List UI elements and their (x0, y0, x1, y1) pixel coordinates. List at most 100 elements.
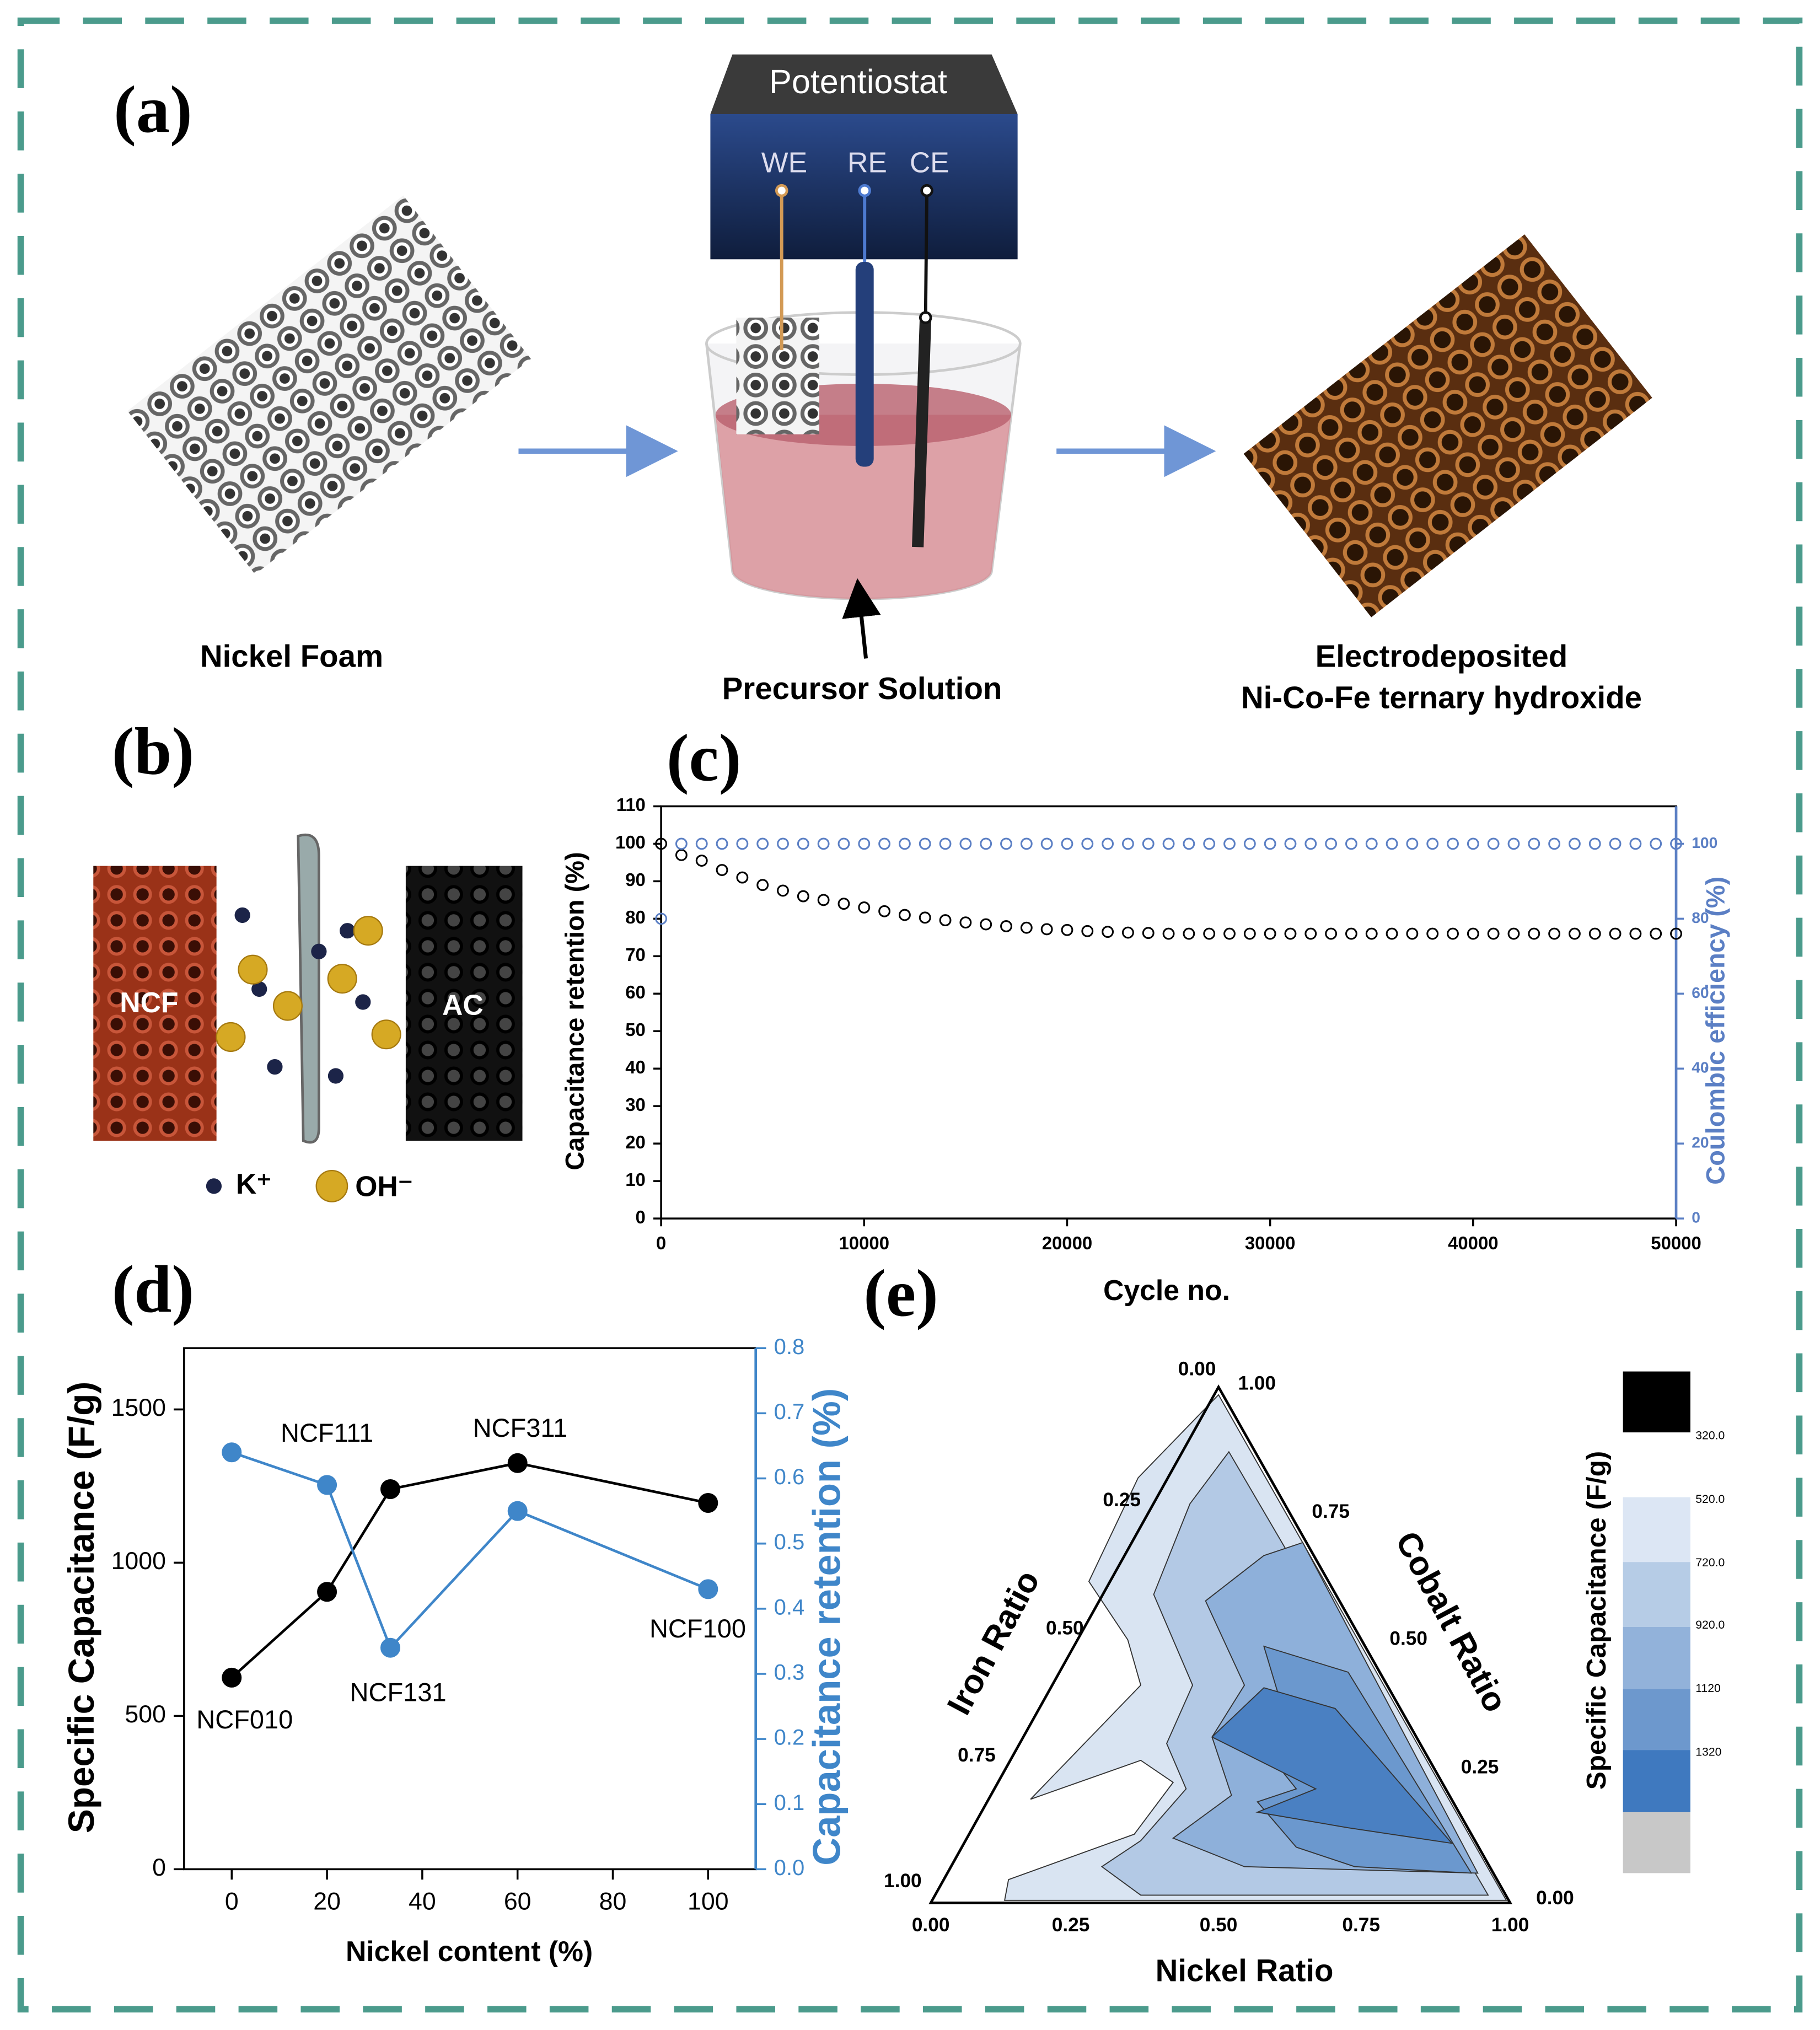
y2-tick-label: 100 (1692, 834, 1717, 851)
nickel-foam (127, 195, 531, 574)
x-tick-label: 20 (313, 1888, 341, 1915)
data-point (1325, 837, 1338, 850)
y2-tick-label: 0 (1692, 1209, 1700, 1226)
tick-label: 0.25 (1103, 1489, 1141, 1511)
data-point (736, 837, 749, 850)
data-point (317, 1582, 337, 1602)
y2-tick-label: 0.3 (774, 1661, 805, 1685)
data-point (1487, 837, 1500, 850)
point-label: NCF311 (473, 1413, 568, 1442)
data-point (1588, 837, 1601, 850)
data-point (1548, 927, 1561, 940)
colorbar-label: 1320 (1695, 1746, 1721, 1758)
data-point (1386, 927, 1398, 940)
panel-label: (d) (112, 1252, 194, 1327)
y-tick-label: 80 (625, 907, 646, 927)
tick-label: 0.00 (1178, 1358, 1216, 1380)
y-tick-label: 50 (625, 1019, 646, 1040)
tick-label: 1.00 (1238, 1372, 1276, 1394)
electrode-label: AC (442, 989, 484, 1021)
tick-label: 0.50 (1200, 1914, 1238, 1936)
data-point (756, 837, 769, 850)
data-point (1121, 926, 1134, 939)
tick-label: 0.25 (1052, 1914, 1090, 1936)
beaker (705, 184, 1022, 659)
data-point (675, 848, 688, 861)
data-point (1426, 927, 1439, 940)
axis-title: Nickel Ratio (1156, 1953, 1334, 1988)
data-point (1102, 926, 1114, 938)
tick-label: 0.75 (1312, 1501, 1350, 1522)
x-tick-label: 30000 (1245, 1233, 1296, 1253)
data-point (1243, 927, 1256, 940)
tick-label: 0.50 (1389, 1628, 1427, 1650)
colorbar-label: 1120 (1695, 1682, 1721, 1695)
data-point (878, 905, 891, 917)
tick-label: 0.75 (958, 1744, 996, 1766)
data-point (817, 894, 830, 906)
data-point (1061, 923, 1073, 936)
data-point (1162, 927, 1175, 940)
data-point (1000, 920, 1012, 932)
y2-tick-label: 60 (1692, 984, 1709, 1001)
y-tick-label: 70 (625, 944, 646, 965)
data-point (898, 837, 911, 850)
y2-tick-label: 0.2 (774, 1726, 805, 1750)
data-point (817, 837, 830, 850)
data-point (1020, 837, 1033, 850)
y2-tick-label: 0.4 (774, 1595, 805, 1619)
y2-tick-label: 0.8 (774, 1335, 805, 1359)
data-point (1548, 837, 1561, 850)
data-point (898, 909, 911, 921)
x-tick-label: 40000 (1448, 1233, 1499, 1253)
data-point (1325, 927, 1338, 940)
y2-tick-label: 40 (1692, 1059, 1709, 1076)
y-tick-label: 40 (625, 1057, 646, 1077)
axis-title: Iron Ratio (939, 1564, 1046, 1721)
point-label: NCF111 (281, 1418, 373, 1447)
panel-label: (e) (863, 1256, 938, 1330)
data-point (959, 837, 972, 850)
series-line (230, 1462, 708, 1679)
data-point (698, 1493, 718, 1513)
data-point (1568, 927, 1581, 940)
colorbar-label: 520.0 (1695, 1493, 1725, 1506)
x-tick-label: 60 (504, 1888, 531, 1915)
data-point (695, 855, 708, 867)
data-point (1040, 837, 1053, 850)
y-tick-label: 0 (152, 1854, 166, 1881)
data-point (939, 837, 952, 850)
data-point (1447, 837, 1459, 850)
tick-label: 0.00 (912, 1914, 950, 1936)
data-point (1365, 837, 1378, 850)
y2-tick-label: 20 (1692, 1134, 1709, 1151)
data-point (1609, 837, 1622, 850)
data-point (1426, 837, 1439, 850)
colorbar-label: 920.0 (1695, 1619, 1725, 1631)
y-tick-label: 20 (625, 1132, 646, 1152)
data-point (1406, 927, 1419, 940)
data-point (1528, 927, 1540, 940)
data-point (1507, 837, 1520, 850)
data-point (1162, 837, 1175, 850)
data-point (797, 837, 809, 850)
data-point (980, 918, 992, 931)
y-tick-label: 60 (625, 982, 646, 1002)
data-point (1040, 923, 1053, 936)
data-point (1528, 837, 1540, 850)
y-axis-title: Capacitance retention (%) (560, 852, 589, 1170)
caption: Electrodeposited (1316, 638, 1568, 673)
ternary-contours (928, 1384, 1513, 1904)
data-point (1061, 837, 1073, 850)
data-point (1081, 837, 1094, 850)
data-point (1102, 837, 1114, 850)
electrode-label: CE (910, 146, 949, 178)
data-point (736, 871, 749, 884)
data-point (837, 898, 850, 910)
tick-label: 0.75 (1342, 1914, 1380, 1936)
electrode-label: WE (761, 146, 807, 178)
y-tick-label: 1500 (111, 1394, 166, 1421)
data-point (919, 911, 931, 924)
data-point (716, 837, 728, 850)
